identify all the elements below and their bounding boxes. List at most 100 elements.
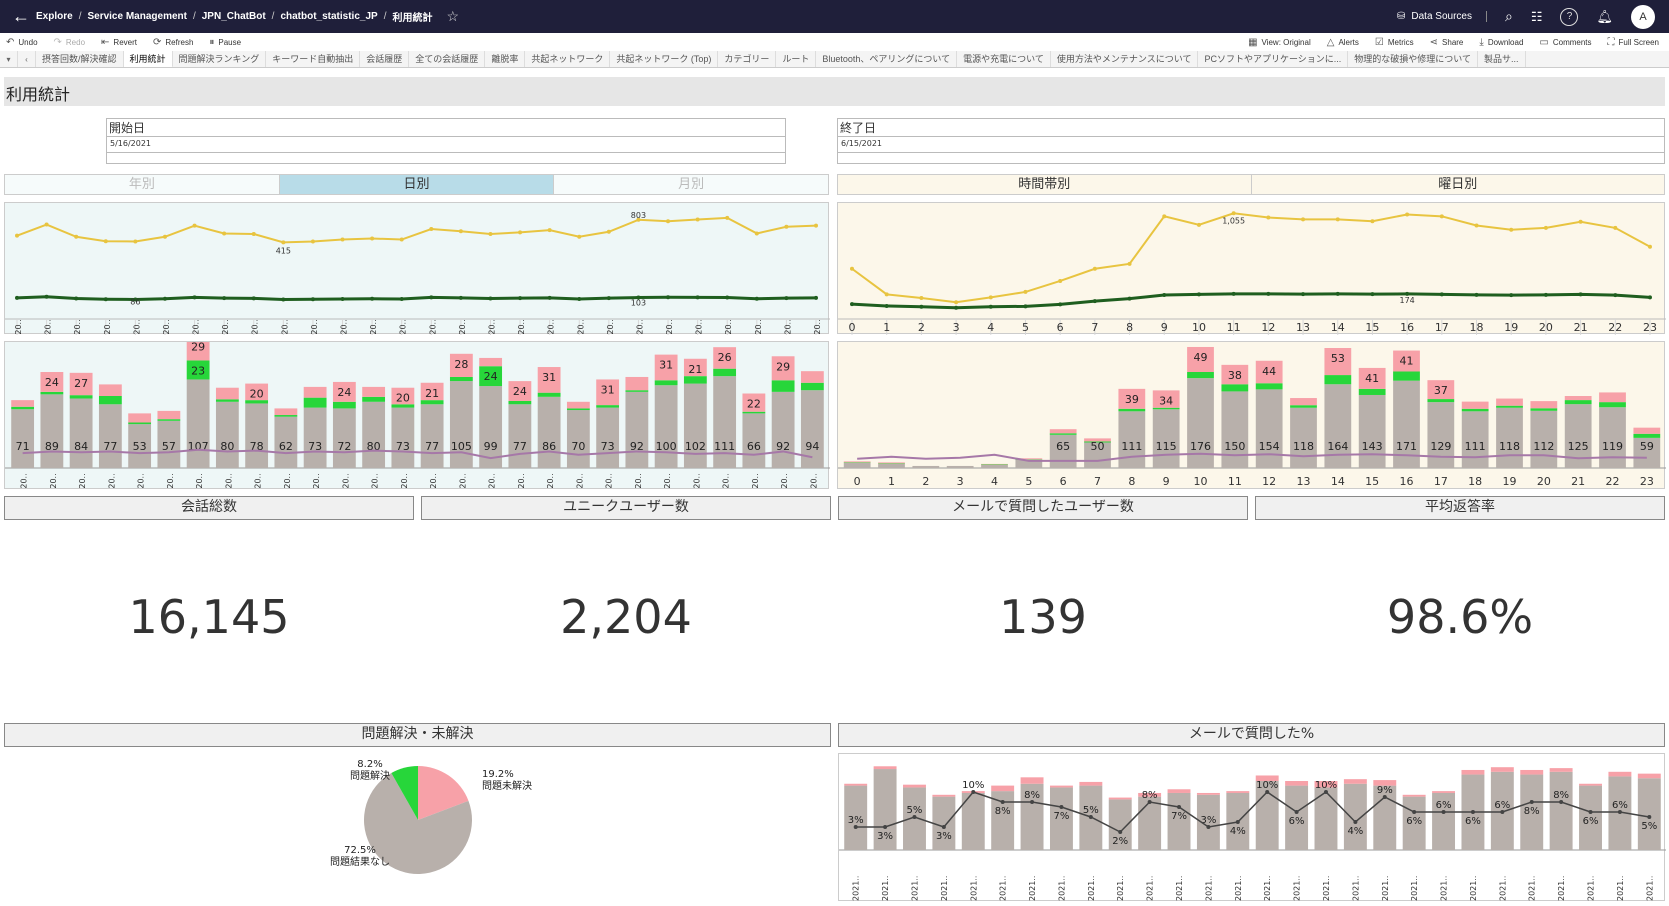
recents-icon[interactable]: ☷: [1530, 8, 1543, 24]
pie-section-header: 問題解決・未解決: [4, 723, 831, 747]
help-icon[interactable]: ?: [1560, 7, 1579, 26]
x-tick-label: 20..: [369, 319, 378, 334]
bar-segment-green: [128, 422, 152, 425]
bar-segment-pink: [1599, 392, 1626, 403]
sheet-tab[interactable]: Bluetooth、ペアリングについて: [816, 51, 958, 67]
bar-segment-pink: [625, 376, 649, 391]
x-tick-label: 2021..: [1410, 876, 1419, 901]
annotation-label: 415: [276, 246, 291, 255]
download-button[interactable]: ⤓ Download: [1473, 37, 1533, 48]
sheet-tab[interactable]: 電源や充電について: [957, 51, 1051, 67]
data-point: [340, 297, 345, 301]
share-label: Share: [1442, 37, 1464, 47]
tab-weekday[interactable]: 曜日別: [1438, 177, 1478, 192]
bar-segment-pink: [391, 387, 415, 405]
sheet-tab[interactable]: 物理的な破損や修理について: [1348, 51, 1479, 67]
end-date-input[interactable]: 6/15/2021: [838, 137, 1664, 153]
mail-bar-cap: [1343, 779, 1367, 784]
sheet-tab[interactable]: 共起ネットワーク (Top): [610, 51, 719, 67]
breadcrumb-jpn-chatbot[interactable]: JPN_ChatBot: [201, 11, 266, 22]
sheet-tab[interactable]: 製品サ...: [1478, 51, 1526, 67]
bar-segment-green: [713, 368, 737, 377]
back-arrow-icon[interactable]: ←: [12, 6, 30, 26]
x-tick-label: 9: [1161, 321, 1168, 334]
pause-button[interactable]: ⏸ Pause: [203, 37, 251, 48]
sheet-tab[interactable]: 共起ネットワーク: [525, 51, 611, 67]
bar-segment-pink: [245, 383, 269, 401]
bar-segment-green: [1152, 407, 1180, 410]
tab-scroll-down-icon[interactable]: ▾: [0, 51, 18, 67]
bar-label: 41: [1400, 355, 1414, 368]
data-point: [547, 228, 552, 233]
bar-segment-green: [186, 360, 210, 380]
data-sources-button[interactable]: ⛁ Data Sources: [1397, 11, 1487, 22]
x-tick-label: 20..: [280, 319, 289, 334]
sheet-tab[interactable]: キーワード自動抽出: [266, 51, 361, 67]
bar-label: 77: [513, 440, 527, 453]
bar-segment-green: [843, 462, 871, 463]
alert-icon: △: [1326, 36, 1335, 48]
bar-segment-green: [274, 415, 298, 417]
mail-bar: [1049, 787, 1073, 850]
sheet-tab[interactable]: 離脱率: [485, 51, 526, 67]
sheet-tab[interactable]: 全ての会話履歴: [409, 51, 486, 67]
tab-monthly[interactable]: 月別: [554, 175, 829, 194]
bar-segment-gray: [508, 404, 532, 468]
bar-segment-gray: [596, 407, 620, 468]
x-tick-label: 16: [1400, 321, 1414, 334]
start-date-input[interactable]: 5/16/2021: [107, 137, 785, 153]
comments-button[interactable]: ▭ Comments: [1533, 37, 1601, 48]
pct-label: 6%: [1289, 816, 1305, 827]
breadcrumb-workbook[interactable]: chatbot_statistic_JP: [280, 11, 378, 22]
tab-daily[interactable]: 日別: [279, 175, 555, 194]
rate-line: [22, 448, 813, 460]
data-point: [1196, 292, 1201, 297]
view-original-button[interactable]: ▦ View: Original: [1242, 37, 1321, 48]
tab-scroll-left-icon[interactable]: ‹: [18, 51, 36, 67]
search-icon[interactable]: ⌕: [1504, 8, 1513, 24]
breadcrumb-service-management[interactable]: Service Management: [87, 11, 187, 22]
tab-yearly[interactable]: 年別: [5, 175, 280, 194]
top-header: ← Explore / Service Management / JPN_ChatB…: [0, 0, 1669, 33]
data-point: [1092, 266, 1097, 271]
sheet-tab[interactable]: PCソフトやアプリケーションに...: [1198, 51, 1349, 67]
bar-label: 115: [1156, 440, 1177, 453]
metrics-button[interactable]: ☑ Metrics: [1369, 37, 1424, 48]
bar-label: 20: [250, 388, 264, 401]
alerts-button[interactable]: △ Alerts: [1321, 37, 1369, 48]
bar-segment-green: [771, 380, 795, 392]
x-tick-label: 4: [991, 475, 998, 488]
share-button[interactable]: ⋖ Share: [1424, 37, 1474, 48]
sheet-tab[interactable]: 使用方法やメンテナンスについて: [1051, 51, 1199, 67]
bar-label: 89: [45, 440, 59, 453]
annotation-label: 86: [130, 297, 140, 306]
x-tick-label: 20..: [722, 473, 731, 488]
notification-bell-icon[interactable]: 🔔︎: [1596, 8, 1613, 24]
pie-slice: [363, 773, 473, 874]
bar-segment-pink: [1221, 364, 1249, 385]
redo-button[interactable]: ↷ Redo: [48, 37, 96, 48]
undo-button[interactable]: ↶ Undo: [0, 37, 48, 48]
data-point: [399, 297, 404, 301]
tab-hourly[interactable]: 時間帯別: [838, 175, 1252, 194]
data-point: [310, 239, 315, 244]
bar-segment-green: [1599, 402, 1626, 408]
full-screen-button[interactable]: ⛶ Full Screen: [1602, 37, 1669, 48]
x-tick-label: 20..: [663, 473, 672, 488]
pie-pct-label: 8.2%: [357, 759, 382, 770]
sheet-tab[interactable]: 摂答回数/解決確認: [36, 51, 124, 67]
favorite-star-icon[interactable]: ☆: [446, 8, 460, 24]
sheet-tab[interactable]: 問題解決ランキング: [173, 51, 267, 67]
x-tick-label: 3: [957, 475, 964, 488]
pct-label: 6%: [1406, 816, 1422, 827]
sheet-tab[interactable]: 会話履歴: [360, 51, 410, 67]
bar-segment-green: [1496, 405, 1523, 408]
refresh-button[interactable]: ⟳ Refresh: [147, 37, 203, 48]
sheet-tab[interactable]: カテゴリー: [718, 51, 777, 67]
sheet-tab[interactable]: ルート: [776, 51, 817, 67]
revert-button[interactable]: ⇤ Revert: [95, 37, 147, 48]
sheet-tab[interactable]: 利用統計: [123, 51, 173, 67]
breadcrumb-explore[interactable]: Explore: [36, 11, 73, 22]
avatar[interactable]: A: [1631, 4, 1655, 29]
x-tick-label: 20..: [813, 319, 822, 334]
